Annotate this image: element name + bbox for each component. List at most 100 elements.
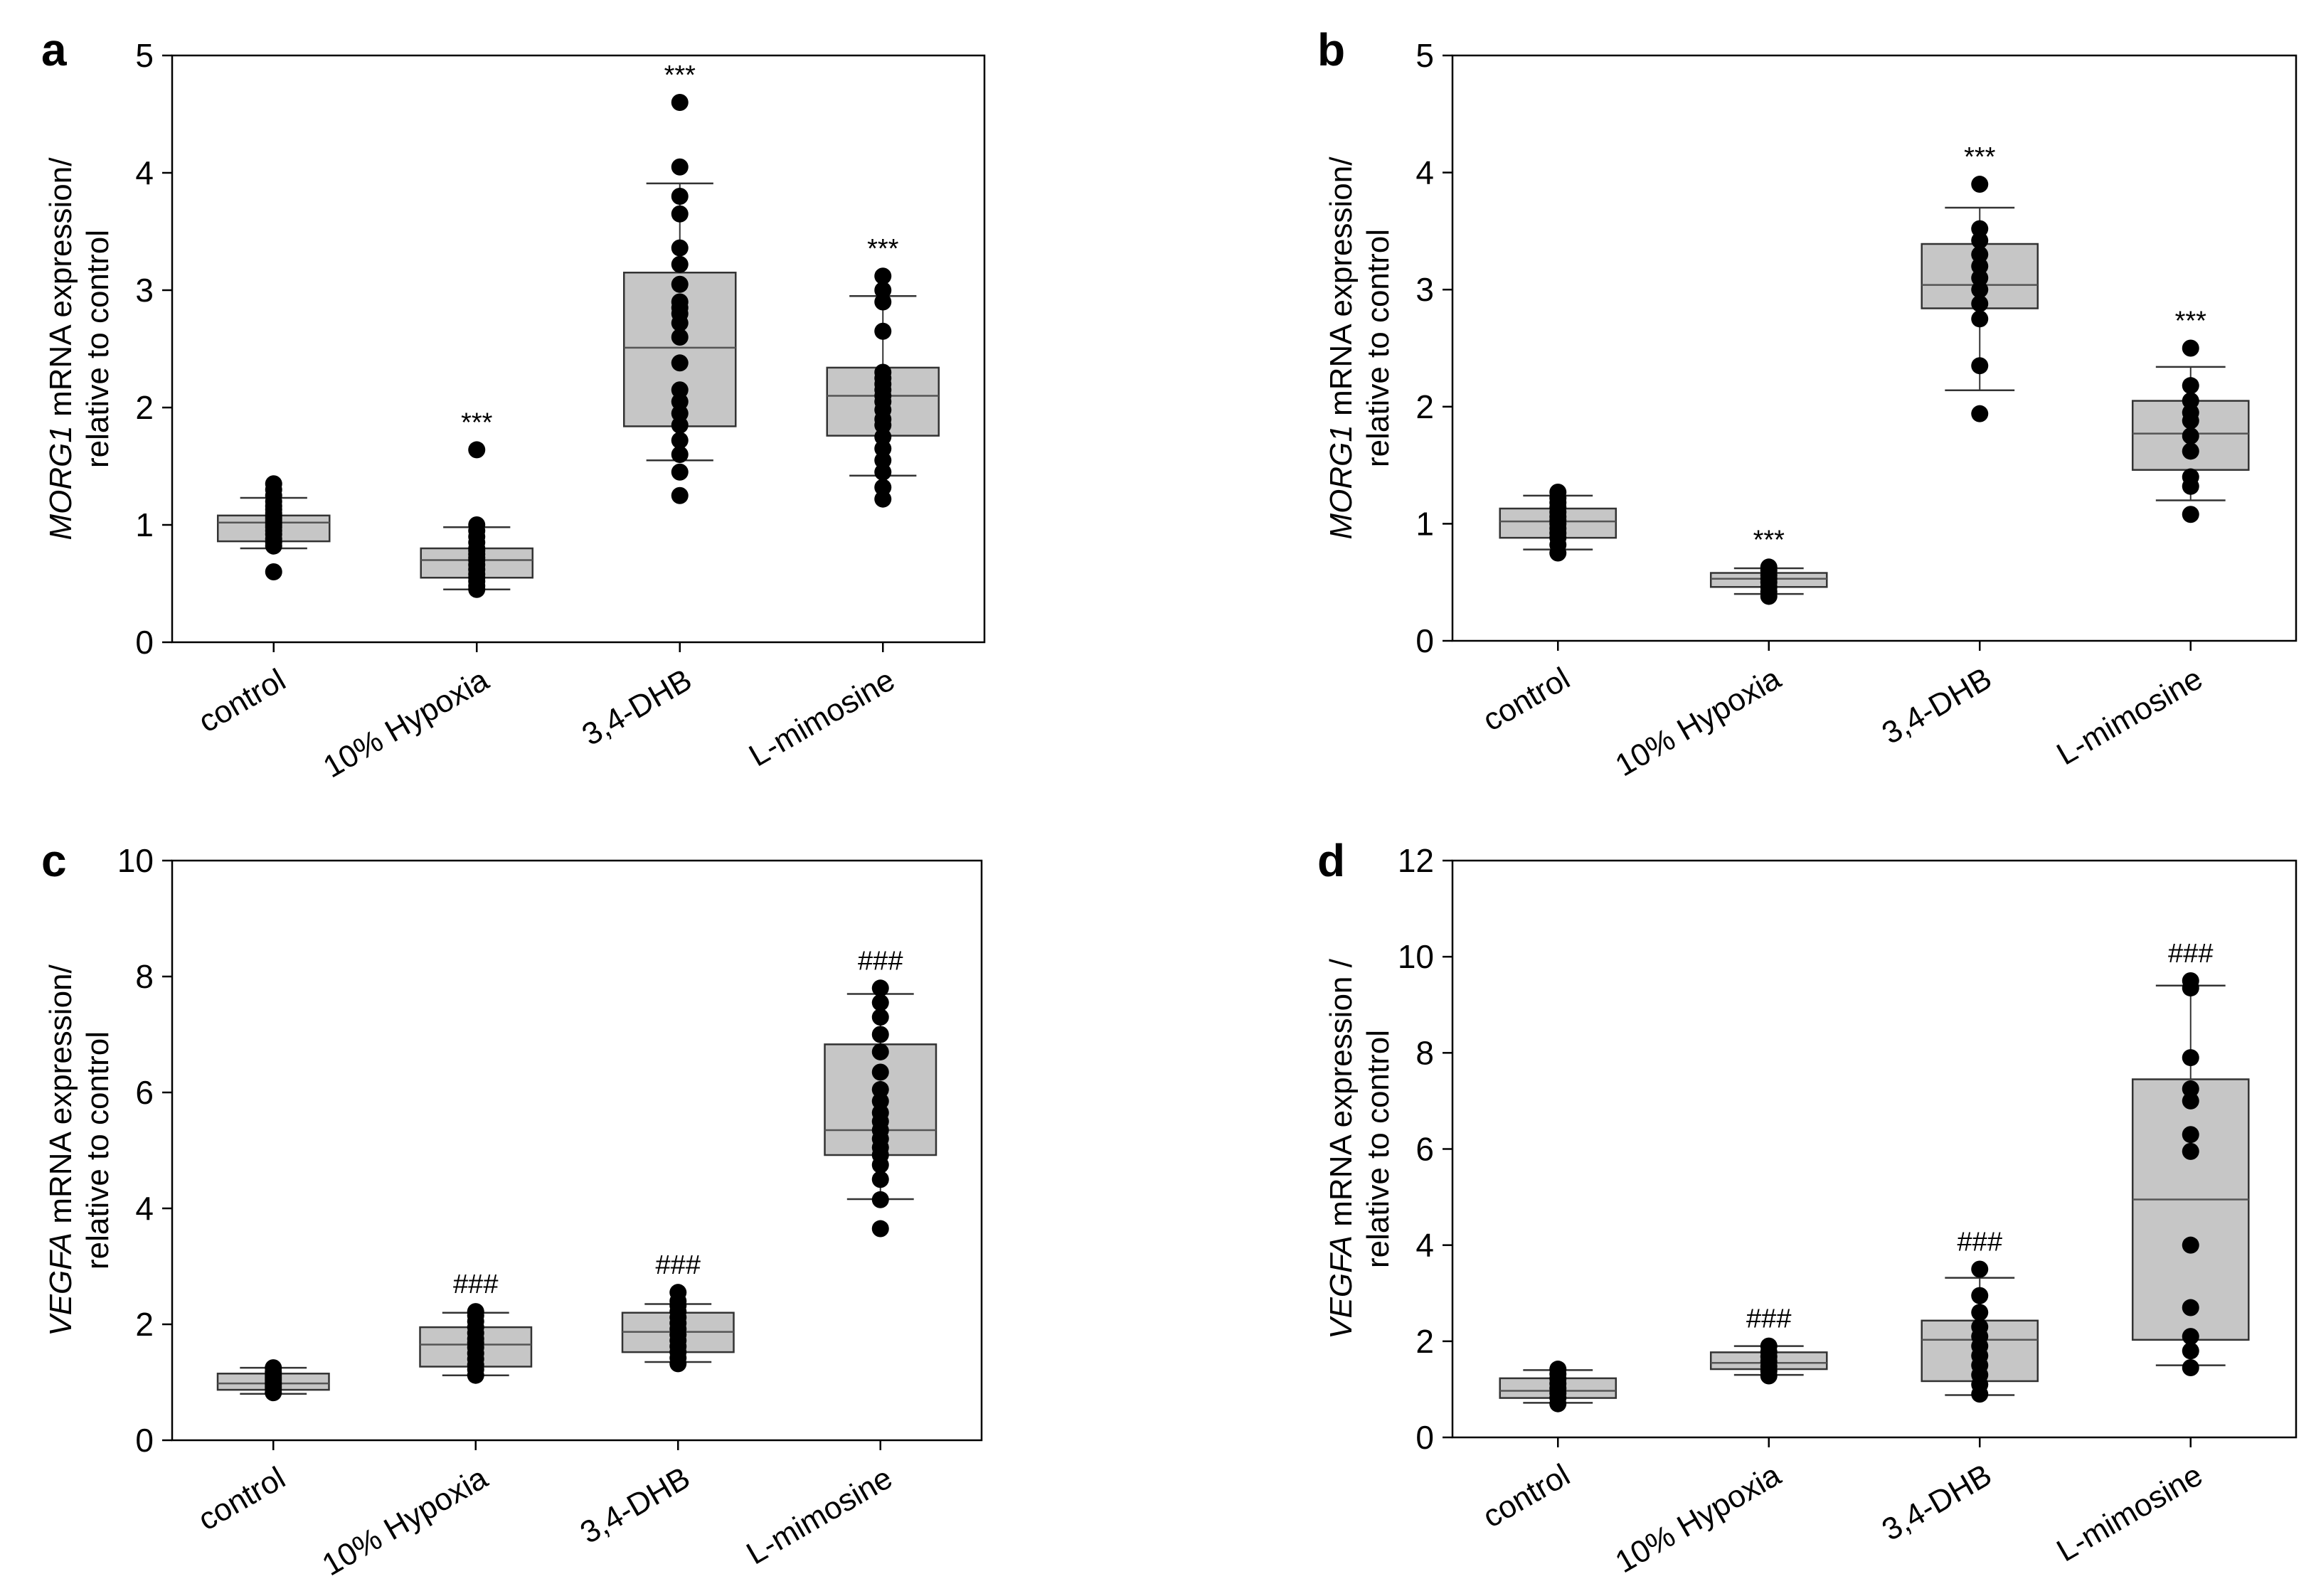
chart-panel-b: b 0 1 2 3 4 5 MORG1 mRNA expression/relative to… — [1317, 24, 2298, 783]
data-point — [1971, 220, 1989, 238]
data-point — [874, 293, 892, 311]
box — [2131, 1078, 2250, 1341]
data-point — [468, 441, 486, 459]
data-point — [669, 1284, 687, 1302]
category-label: L-mimosine — [2051, 661, 2208, 772]
box-group: *** 10% Hypoxia — [317, 408, 534, 784]
panel-letter: d — [1317, 835, 1345, 886]
data-point — [2182, 442, 2199, 460]
data-point — [1971, 257, 1989, 275]
data-point — [2182, 1359, 2199, 1377]
y-axis-label: MORG1 mRNA expression/relative to contro… — [43, 157, 115, 541]
data-point — [874, 440, 892, 457]
category-label: 3,4-DHB — [1876, 661, 1998, 751]
data-point — [1971, 294, 1989, 312]
box-group: ### L-mimosine — [740, 946, 937, 1571]
box-group: *** L-mimosine — [2051, 307, 2250, 772]
y-tick-label: 4 — [135, 1190, 154, 1227]
data-point — [671, 486, 689, 504]
data-point — [1549, 1361, 1567, 1378]
significance-marker: ### — [1746, 1304, 1791, 1334]
data-point — [874, 479, 892, 496]
data-point — [871, 1026, 889, 1043]
y-tick-label: 1 — [1415, 505, 1434, 542]
data-point — [671, 405, 689, 422]
y-axis-label-gene: MORG1 — [43, 425, 78, 540]
y-tick-label: 5 — [1415, 37, 1434, 74]
y-axis-label-rest: mRNA expression/ — [43, 964, 78, 1232]
box-group: control — [192, 1359, 330, 1538]
data-point — [2182, 1092, 2199, 1110]
data-point — [871, 1009, 889, 1026]
y-tick-label: 3 — [135, 272, 154, 309]
box-group: *** L-mimosine — [743, 234, 940, 773]
data-point — [2182, 404, 2199, 422]
y-axis-label-line2: relative to control — [1361, 1030, 1396, 1268]
category-label: 10% Hypoxia — [1610, 661, 1787, 783]
y-tick-label: 3 — [1415, 271, 1434, 308]
data-point — [671, 393, 689, 410]
y-axis-label-line1: MORG1 mRNA expression/ — [1324, 156, 1359, 540]
plot-frame — [1451, 54, 2298, 642]
data-point — [1971, 1304, 1989, 1321]
data-point — [1549, 483, 1567, 501]
box-group: ### L-mimosine — [2051, 939, 2250, 1568]
y-tick-label: 4 — [1415, 1227, 1434, 1264]
significance-marker: ### — [656, 1250, 701, 1280]
box-group: ### 10% Hypoxia — [317, 1270, 533, 1582]
data-point — [871, 1063, 889, 1081]
y-axis-label-gene: VEGFA — [1324, 1235, 1359, 1339]
box-group: control — [1477, 1361, 1618, 1535]
box-group: ### 3,4-DHB — [1876, 1227, 2039, 1548]
y-tick-label: 6 — [1415, 1131, 1434, 1168]
category-label: 3,4-DHB — [576, 662, 698, 752]
y-tick-label: 2 — [1415, 388, 1434, 425]
data-point — [671, 432, 689, 449]
data-point — [671, 446, 689, 463]
box-group: *** 3,4-DHB — [1876, 142, 2039, 751]
y-tick-label: 0 — [135, 624, 154, 661]
category-label: control — [1477, 1457, 1576, 1534]
y-axis-label-gene: VEGFA — [43, 1233, 78, 1336]
y-tick-label: 0 — [1415, 622, 1434, 659]
significance-marker: ### — [2168, 939, 2213, 969]
data-point — [1971, 245, 1989, 263]
significance-marker: *** — [664, 60, 696, 90]
significance-marker: ### — [1958, 1227, 2002, 1257]
data-point — [2182, 1142, 2199, 1160]
data-point — [1971, 310, 1989, 328]
chart-panel-a: a 0 1 2 3 4 5 MORG1 mRNA expression/relative to… — [41, 24, 986, 784]
significance-marker: *** — [2175, 307, 2207, 336]
category-label: 10% Hypoxia — [1610, 1457, 1787, 1580]
significance-marker: *** — [1964, 142, 1996, 172]
data-point — [671, 293, 689, 311]
y-axis-label-rest: mRNA expression / — [1324, 958, 1359, 1235]
significance-marker: *** — [461, 408, 493, 437]
data-point — [671, 416, 689, 434]
plot-frame — [171, 54, 986, 644]
data-point — [671, 329, 689, 346]
y-tick-label: 5 — [135, 37, 154, 74]
chart-panel-c: c 0 2 4 6 8 10 VEGFA mRNA expression/relative t… — [41, 835, 983, 1582]
y-axis-label: MORG1 mRNA expression/relative to contro… — [1324, 156, 1396, 540]
data-point — [1971, 269, 1989, 287]
y-tick-label: 12 — [1398, 842, 1434, 879]
box-group: ### 3,4-DHB — [575, 1250, 735, 1550]
data-point — [1971, 176, 1989, 193]
data-point — [2182, 1342, 2199, 1360]
data-point — [671, 275, 689, 293]
data-point — [671, 188, 689, 205]
y-tick-label: 2 — [135, 1306, 154, 1343]
data-point — [871, 994, 889, 1011]
significance-marker: ### — [453, 1270, 498, 1299]
data-point — [871, 1043, 889, 1060]
data-point — [1971, 357, 1989, 375]
data-point — [2182, 1236, 2199, 1254]
category-label: L-mimosine — [740, 1460, 898, 1571]
data-point — [874, 363, 892, 381]
data-point — [265, 563, 282, 580]
data-point — [265, 1359, 282, 1377]
y-axis-label-line1: VEGFA mRNA expression/ — [43, 964, 78, 1336]
data-point — [2182, 506, 2199, 523]
